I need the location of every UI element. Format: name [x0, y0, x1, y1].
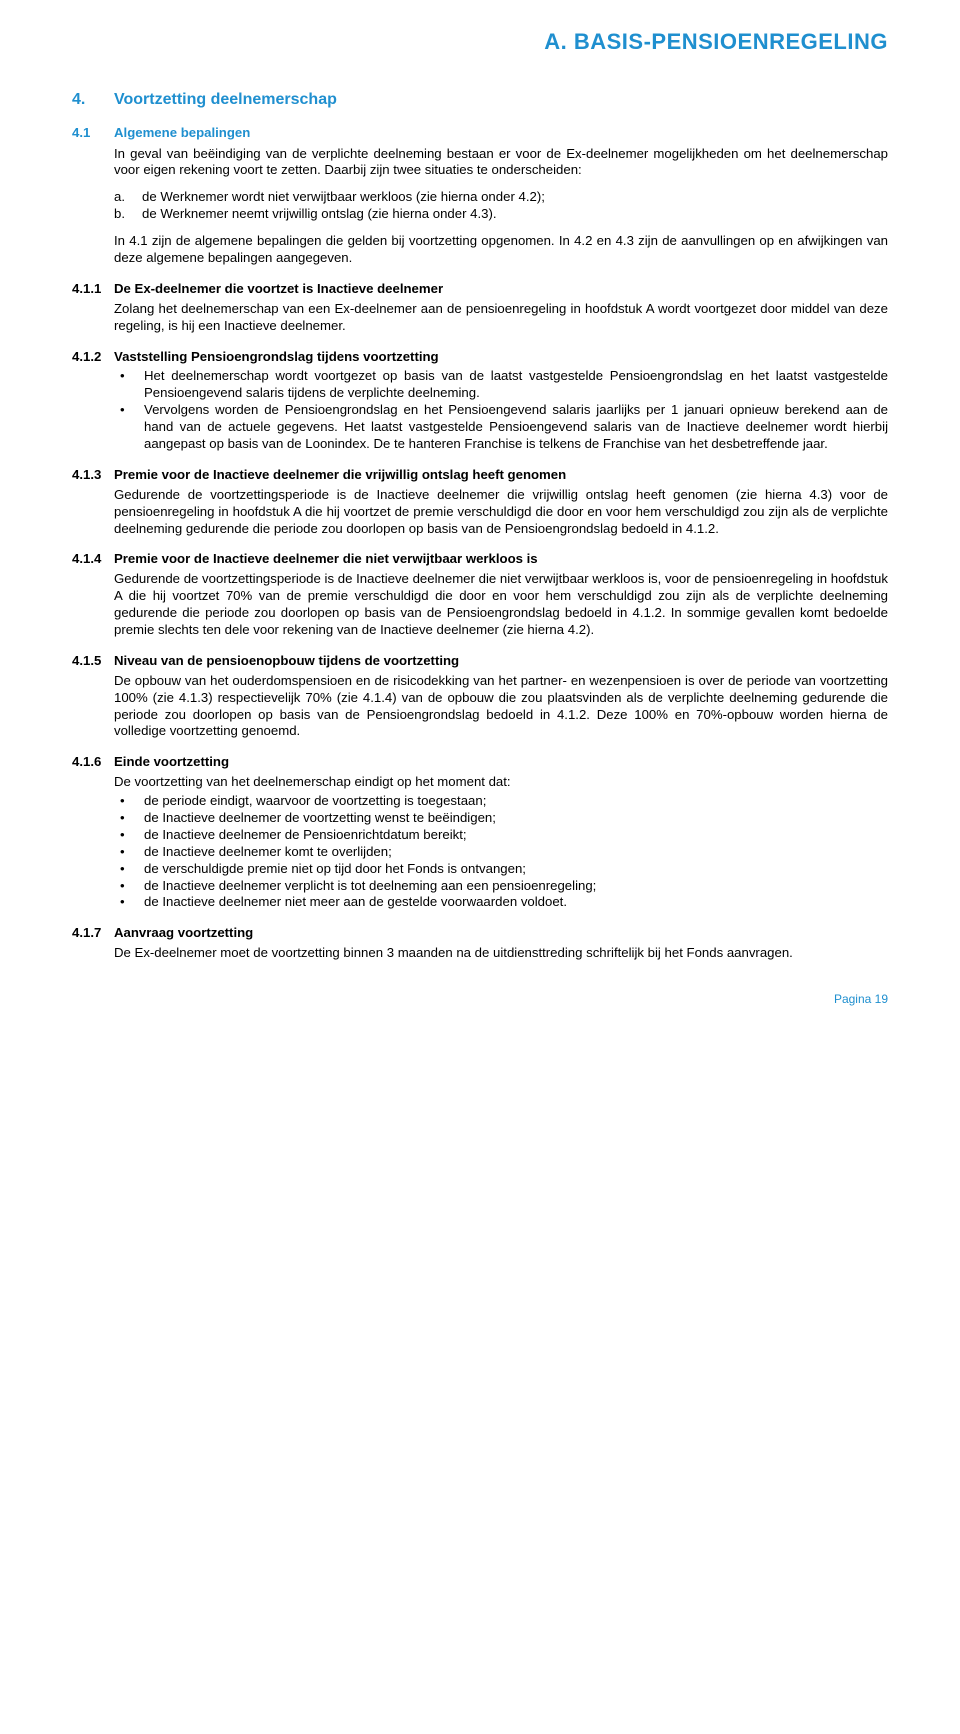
- list-text: Het deelnemerschap wordt voortgezet op b…: [144, 368, 888, 402]
- page-footer: Pagina 19: [72, 992, 888, 1007]
- list-text: de Inactieve deelnemer de voortzetting w…: [144, 810, 496, 827]
- list-text: de Inactieve deelnemer de Pensioenrichtd…: [144, 827, 467, 844]
- list-text: de verschuldigde premie niet op tijd doo…: [144, 861, 526, 878]
- section-4-1-1-heading: 4.1.1 De Ex-deelnemer die voortzet is In…: [72, 281, 888, 298]
- section-4-1-2-title: Vaststelling Pensioengrondslag tijdens v…: [114, 349, 439, 366]
- section-4-1-1-num: 4.1.1: [72, 281, 114, 298]
- list-item: de verschuldigde premie niet op tijd doo…: [114, 861, 888, 878]
- section-4-1-3-body: Gedurende de voortzettingsperiode is de …: [114, 487, 888, 538]
- section-4-1-3-title: Premie voor de Inactieve deelnemer die v…: [114, 467, 566, 484]
- list-item: de Inactieve deelnemer komt te overlijde…: [114, 844, 888, 861]
- section-4-1-4-num: 4.1.4: [72, 551, 114, 568]
- list-item: a.de Werknemer wordt niet verwijtbaar we…: [114, 189, 888, 206]
- list-item: Het deelnemerschap wordt voortgezet op b…: [114, 368, 888, 402]
- section-4-1-num: 4.1: [72, 125, 114, 142]
- list-item: de Inactieve deelnemer de voortzetting w…: [114, 810, 888, 827]
- section-4-1-1-title: De Ex-deelnemer die voortzet is Inactiev…: [114, 281, 443, 298]
- list-item: de Inactieve deelnemer de Pensioenrichtd…: [114, 827, 888, 844]
- section-4-1-1-body: Zolang het deelnemerschap van een Ex-dee…: [114, 301, 888, 335]
- section-4-title: Voortzetting deelnemerschap: [114, 90, 337, 110]
- list-text: de Werknemer neemt vrijwillig ontslag (z…: [142, 206, 497, 223]
- list-item: b.de Werknemer neemt vrijwillig ontslag …: [114, 206, 888, 223]
- para: Gedurende de voortzettingsperiode is de …: [114, 487, 888, 538]
- section-4-1-6-num: 4.1.6: [72, 754, 114, 771]
- para: De voortzetting van het deelnemerschap e…: [114, 774, 888, 791]
- section-4-1-5-heading: 4.1.5 Niveau van de pensioenopbouw tijde…: [72, 653, 888, 670]
- list-item: de Inactieve deelnemer niet meer aan de …: [114, 894, 888, 911]
- section-4-1-2-body: Het deelnemerschap wordt voortgezet op b…: [114, 368, 888, 452]
- list-text: de Werknemer wordt niet verwijtbaar werk…: [142, 189, 545, 206]
- bullet-list: de periode eindigt, waarvoor de voortzet…: [114, 793, 888, 911]
- section-4-1-5-body: De opbouw van het ouderdomspensioen en d…: [114, 673, 888, 741]
- section-4-1-4-body: Gedurende de voortzettingsperiode is de …: [114, 571, 888, 639]
- para: De opbouw van het ouderdomspensioen en d…: [114, 673, 888, 741]
- list-text: de Inactieve deelnemer verplicht is tot …: [144, 878, 596, 895]
- section-4-1-3-num: 4.1.3: [72, 467, 114, 484]
- section-4-heading: 4. Voortzetting deelnemerschap: [72, 90, 888, 110]
- section-4-1-heading: 4.1 Algemene bepalingen: [72, 125, 888, 142]
- list-item: de periode eindigt, waarvoor de voortzet…: [114, 793, 888, 810]
- list-text: de periode eindigt, waarvoor de voortzet…: [144, 793, 486, 810]
- section-4-1-4-heading: 4.1.4 Premie voor de Inactieve deelnemer…: [72, 551, 888, 568]
- list-marker: a.: [114, 189, 142, 206]
- section-4-1-6-heading: 4.1.6 Einde voortzetting: [72, 754, 888, 771]
- section-4-1-6-body: De voortzetting van het deelnemerschap e…: [114, 774, 888, 911]
- list-text: de Inactieve deelnemer niet meer aan de …: [144, 894, 567, 911]
- list-text: de Inactieve deelnemer komt te overlijde…: [144, 844, 392, 861]
- section-4-1-5-num: 4.1.5: [72, 653, 114, 670]
- section-4-1-7-heading: 4.1.7 Aanvraag voortzetting: [72, 925, 888, 942]
- section-4-1-7-title: Aanvraag voortzetting: [114, 925, 253, 942]
- list-marker: b.: [114, 206, 142, 223]
- para: In 4.1 zijn de algemene bepalingen die g…: [114, 233, 888, 267]
- section-4-1-7-num: 4.1.7: [72, 925, 114, 942]
- section-4-1-6-title: Einde voortzetting: [114, 754, 229, 771]
- section-4-1-3-heading: 4.1.3 Premie voor de Inactieve deelnemer…: [72, 467, 888, 484]
- list-text: Vervolgens worden de Pensioengrondslag e…: [144, 402, 888, 453]
- section-4-1-5-title: Niveau van de pensioenopbouw tijdens de …: [114, 653, 459, 670]
- para: Zolang het deelnemerschap van een Ex-dee…: [114, 301, 888, 335]
- section-4-1-title: Algemene bepalingen: [114, 125, 250, 142]
- para: In geval van beëindiging van de verplich…: [114, 146, 888, 180]
- section-4-num: 4.: [72, 90, 114, 110]
- para: Gedurende de voortzettingsperiode is de …: [114, 571, 888, 639]
- page-header: A. BASIS-PENSIOENREGELING: [72, 28, 888, 56]
- para: De Ex-deelnemer moet de voortzetting bin…: [114, 945, 888, 962]
- section-4-1-2-num: 4.1.2: [72, 349, 114, 366]
- list-item: Vervolgens worden de Pensioengrondslag e…: [114, 402, 888, 453]
- list-item: de Inactieve deelnemer verplicht is tot …: [114, 878, 888, 895]
- section-4-1-4-title: Premie voor de Inactieve deelnemer die n…: [114, 551, 538, 568]
- lettered-list: a.de Werknemer wordt niet verwijtbaar we…: [114, 189, 888, 223]
- section-4-1-7-body: De Ex-deelnemer moet de voortzetting bin…: [114, 945, 888, 962]
- section-4-1-body: In geval van beëindiging van de verplich…: [114, 146, 888, 267]
- bullet-list: Het deelnemerschap wordt voortgezet op b…: [114, 368, 888, 452]
- section-4-1-2-heading: 4.1.2 Vaststelling Pensioengrondslag tij…: [72, 349, 888, 366]
